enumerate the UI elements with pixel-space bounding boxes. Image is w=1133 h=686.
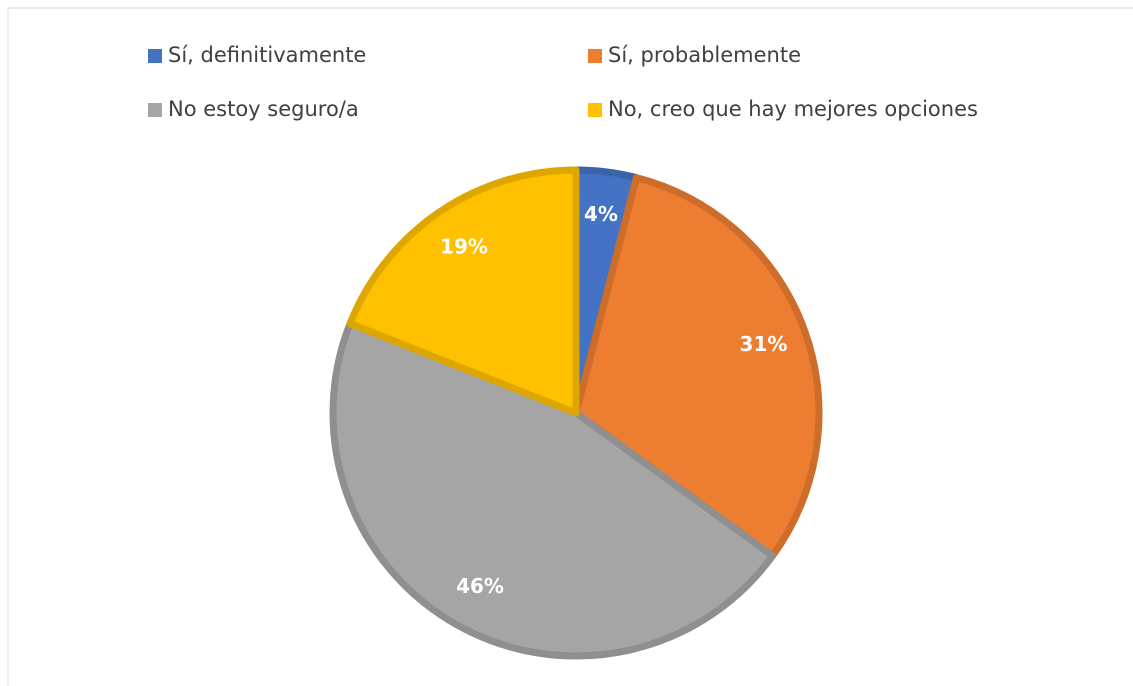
pie-slice: [346, 166, 580, 417]
legend-swatch: [148, 103, 162, 117]
pie-slice-edge: [572, 174, 823, 560]
legend-label: No, creo que hay mejores opciones: [608, 97, 978, 121]
pie-slice: [572, 174, 823, 560]
legend-label: No estoy seguro/a: [168, 97, 359, 121]
legend-swatch: [588, 49, 602, 63]
data-label: 4%: [584, 202, 618, 226]
legend-swatch: [148, 49, 162, 63]
data-label: 19%: [440, 235, 488, 259]
pie-slice-edge: [329, 320, 777, 660]
legend-label: Sí, definitivamente: [168, 43, 366, 67]
pie-slice: [329, 320, 777, 660]
data-label: 31%: [740, 332, 788, 356]
data-label: 46%: [456, 574, 504, 598]
pie-slice-edge: [346, 166, 580, 417]
legend-label: Sí, probablemente: [608, 43, 801, 67]
legend-swatch: [588, 103, 602, 117]
